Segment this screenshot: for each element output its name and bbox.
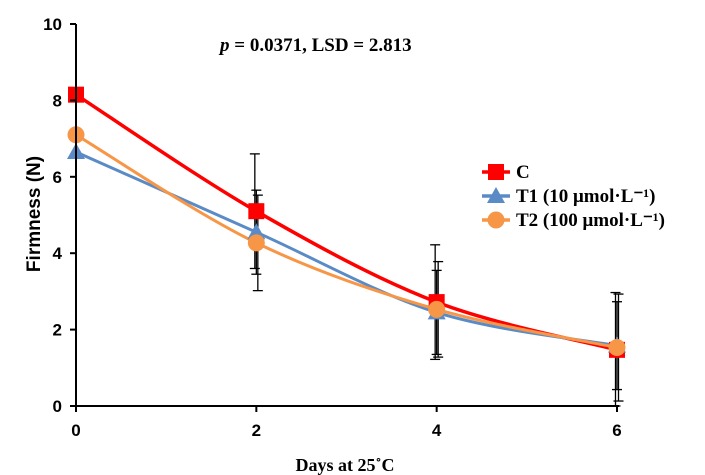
x-tick-label: 4 xyxy=(432,421,442,440)
x-axis-title: Days at 25˚C xyxy=(296,455,395,475)
x-tick-label: 0 xyxy=(71,421,80,440)
series-line-t1 xyxy=(75,150,618,348)
legend-label-c: C xyxy=(516,162,530,183)
annotation: p = 0.0371, LSD = 2.813 xyxy=(218,35,412,56)
legend-item-t2: T2 (100 μmol·L⁻¹) xyxy=(482,210,665,231)
series-lines xyxy=(75,93,618,352)
legend: C T1 (10 μmol·L⁻¹) T2 (100 μmol·L⁻¹) xyxy=(482,162,665,231)
x-tick-label: 6 xyxy=(612,421,621,440)
data-point-t2 xyxy=(247,234,265,252)
annotation-p: p xyxy=(218,35,230,56)
axes: 0 2 4 6 8 10 0 2 4 6 xyxy=(43,15,622,440)
legend-item-c: C xyxy=(482,162,530,183)
legend-marker-t2 xyxy=(487,211,505,229)
series-line-t2 xyxy=(75,133,618,350)
y-tick-label: 0 xyxy=(53,397,62,416)
y-tick-label: 2 xyxy=(53,321,62,340)
y-tick-label: 10 xyxy=(43,15,62,34)
legend-item-t1: T1 (10 μmol·L⁻¹) xyxy=(482,186,655,207)
legend-label-t2: T2 (100 μmol·L⁻¹) xyxy=(516,210,665,231)
data-point-t2 xyxy=(428,300,446,318)
y-tick-label: 8 xyxy=(53,91,62,110)
legend-marker-t1 xyxy=(487,187,505,203)
legend-label-t1: T1 (10 μmol·L⁻¹) xyxy=(516,186,655,207)
y-tick-label: 4 xyxy=(53,244,63,263)
annotation-stats: = 0.0371, LSD = 2.813 xyxy=(230,35,412,56)
legend-marker-c xyxy=(488,164,504,180)
data-point-t2 xyxy=(608,339,626,357)
data-point-c xyxy=(248,203,265,220)
y-axis-title: Firmness (N) xyxy=(24,156,45,272)
x-tick-label: 2 xyxy=(252,421,261,440)
y-tick-label: 6 xyxy=(53,168,62,187)
data-point-t1 xyxy=(247,223,266,240)
